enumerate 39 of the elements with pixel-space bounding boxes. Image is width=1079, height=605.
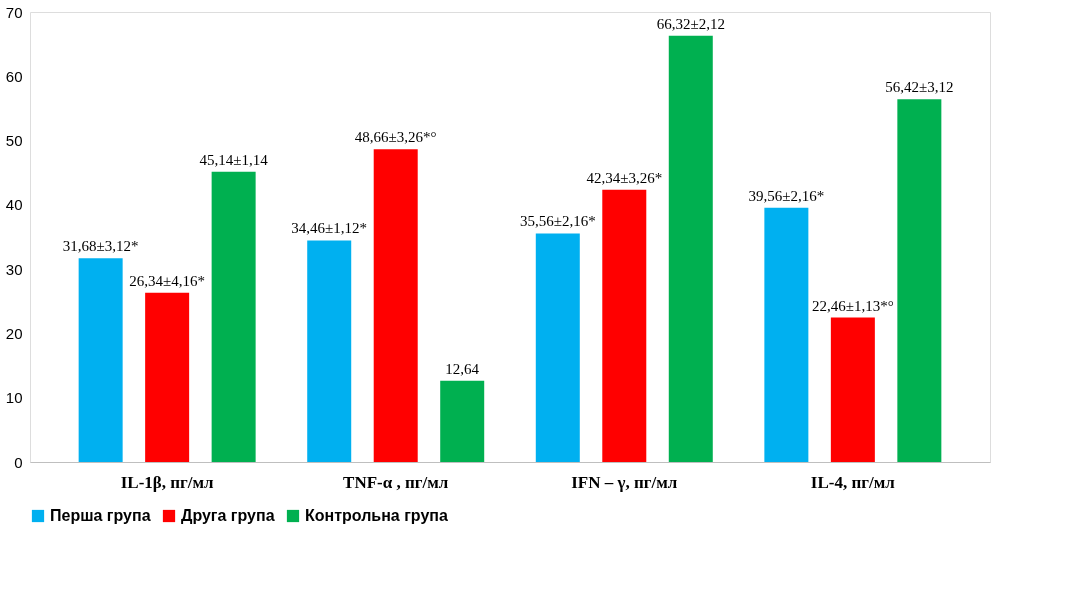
data-label: 45,14±1,14 <box>199 151 269 168</box>
y-tick-label: 20 <box>5 324 23 342</box>
legend-label: Перша група <box>50 507 151 524</box>
data-label: 42,34±3,26* <box>586 169 663 186</box>
bar <box>830 317 875 462</box>
x-tick-label: IL-1β, пг/мл <box>120 472 215 492</box>
y-tick-label: 10 <box>5 389 23 407</box>
data-label: 35,56±2,16* <box>519 213 596 230</box>
bar <box>78 258 123 462</box>
y-tick-label: 60 <box>5 67 23 85</box>
legend-label: Контрольна група <box>305 507 448 524</box>
legend-label: Друга група <box>181 507 275 524</box>
y-tick-label: 70 <box>5 3 23 21</box>
bar <box>602 189 647 462</box>
y-tick-label: 0 <box>14 453 23 471</box>
bar <box>440 380 485 462</box>
data-label: 22,46±1,13*° <box>811 297 894 314</box>
y-tick-label: 50 <box>5 132 23 150</box>
x-tick-label: IFN – γ, пг/мл <box>571 472 678 492</box>
data-label: 66,32±2,12 <box>656 15 725 32</box>
data-label: 56,42±3,12 <box>885 79 954 96</box>
data-label: 26,34±4,16* <box>129 272 206 289</box>
bar <box>373 149 418 462</box>
x-tick-label: IL-4, пг/мл <box>810 472 896 492</box>
bar <box>211 171 256 462</box>
data-label: 31,68±3,12* <box>62 238 139 255</box>
y-tick-label: 40 <box>5 196 23 214</box>
x-tick-label: TNF-α , пг/мл <box>343 472 449 492</box>
data-label: 39,56±2,16* <box>748 187 825 204</box>
bar <box>668 35 713 462</box>
bar <box>145 292 190 462</box>
bar <box>535 233 580 462</box>
bar <box>764 207 809 462</box>
bar <box>897 99 942 462</box>
data-label: 12,64 <box>445 360 480 377</box>
data-label: 34,46±1,12* <box>291 220 368 237</box>
data-label: 48,66±3,26*° <box>354 129 437 146</box>
y-tick-label: 30 <box>5 260 23 278</box>
bar <box>307 240 352 462</box>
